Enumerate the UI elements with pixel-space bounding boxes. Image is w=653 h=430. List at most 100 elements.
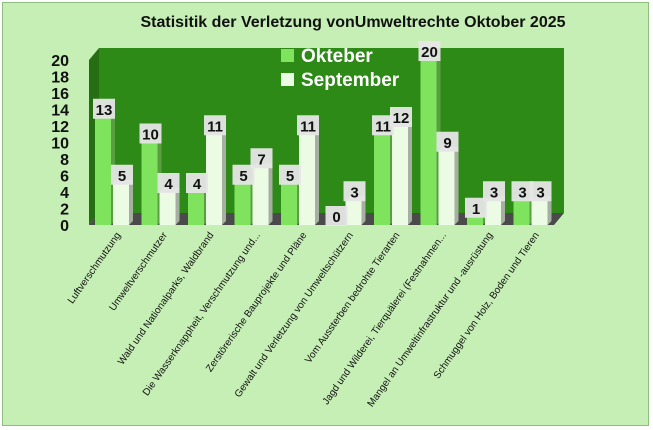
- bar: [281, 179, 301, 225]
- x-tick-label: Zerstörerische Bauprojekte und Pläne: [204, 230, 310, 374]
- bar-front: [467, 216, 483, 225]
- y-tick-label: 0: [60, 218, 69, 235]
- bar-front: [281, 183, 297, 225]
- data-label-box: [511, 181, 534, 202]
- bar-side: [361, 196, 366, 225]
- data-label-box: [232, 164, 255, 185]
- bar-front: [420, 60, 437, 225]
- bar: [299, 130, 319, 225]
- bar-front: [438, 150, 455, 225]
- data-label: 5: [286, 168, 294, 185]
- data-label: 5: [118, 168, 126, 185]
- bar-front: [374, 134, 390, 225]
- bar-side: [547, 196, 552, 225]
- data-label-box: [529, 181, 552, 202]
- data-label-box: [436, 131, 459, 152]
- bars: [95, 56, 552, 225]
- bar-side: [129, 179, 133, 225]
- bar-front: [141, 142, 158, 225]
- data-label-box: [390, 107, 412, 127]
- data-label: 3: [350, 184, 358, 201]
- bar: [113, 179, 133, 225]
- chart-frame: Statisitik der Verletzung vonUmweltrecht…: [2, 2, 649, 426]
- data-label-box: [418, 41, 441, 61]
- data-label: 4: [193, 176, 202, 193]
- x-tick-label: Wald und Nationalparks, Waldbrand: [116, 230, 216, 367]
- bar: [438, 146, 459, 225]
- bar-front: [95, 117, 111, 225]
- data-label: 10: [142, 127, 159, 144]
- y-tick-label: 4: [60, 185, 69, 202]
- data-label-box: [325, 206, 348, 226]
- x-tick-label: Vom Aussterben bedrohte Tierarten: [303, 230, 402, 365]
- bar-front: [513, 200, 530, 225]
- data-label-box: [93, 98, 115, 119]
- data-label-box: [250, 148, 273, 169]
- bar: [188, 188, 208, 225]
- bar-side: [222, 130, 226, 225]
- data-label-box: [279, 164, 301, 185]
- data-label-box: [465, 197, 487, 218]
- bar-side: [501, 196, 505, 225]
- bar: [159, 188, 180, 225]
- legend: Okteber September: [281, 46, 400, 91]
- data-label: 4: [164, 176, 173, 193]
- y-tick-label: 6: [60, 169, 69, 186]
- bar-front: [234, 183, 251, 225]
- bar: [392, 122, 412, 225]
- bar-front: [252, 167, 269, 225]
- y-tick-label: 2: [60, 202, 69, 219]
- bar-front: [188, 192, 204, 225]
- y-tick-label: 8: [60, 152, 69, 169]
- legend-swatch: [281, 73, 294, 86]
- legend-swatch: [281, 49, 294, 62]
- data-label: 3: [490, 184, 498, 201]
- data-label-box: [372, 115, 394, 136]
- x-tick-label: Schmuggel von Holz, Boden und Tieren: [432, 230, 542, 381]
- x-axis-ticks: LuftverschmutzungUmweltverschmutzerWald …: [66, 230, 542, 409]
- data-label-box: [483, 181, 505, 202]
- bar-front: [159, 192, 176, 225]
- bar-front: [531, 200, 548, 225]
- data-label-box: [157, 173, 180, 193]
- chart-title: Statisitik der Verletzung vonUmweltrecht…: [140, 14, 565, 31]
- y-tick-label: 16: [51, 86, 69, 103]
- chart-canvas: Statisitik der Verletzung vonUmweltrecht…: [51, 14, 565, 409]
- bar-front: [485, 200, 501, 225]
- legend-label: Okteber: [301, 46, 373, 67]
- bar-front: [392, 126, 408, 225]
- bar: [206, 130, 226, 225]
- data-label: 11: [300, 118, 316, 135]
- bar: [252, 163, 273, 225]
- data-label: 12: [393, 110, 410, 127]
- data-label: 3: [518, 184, 526, 201]
- data-label: 11: [207, 118, 223, 135]
- data-label: 13: [96, 102, 113, 119]
- bar: [234, 179, 255, 225]
- bar-front: [113, 183, 129, 225]
- bar-side: [315, 130, 319, 225]
- y-tick-label: 10: [51, 136, 69, 153]
- data-label-box: [139, 123, 162, 144]
- y-tick-label: 20: [51, 53, 69, 70]
- y-tick-label: 12: [51, 119, 69, 136]
- data-label: 1: [472, 201, 480, 218]
- data-label-box: [343, 181, 366, 202]
- bar-side: [408, 122, 412, 225]
- bar-front: [299, 134, 315, 225]
- bar: [374, 130, 394, 225]
- data-label: 0: [332, 209, 340, 226]
- data-label-box: [297, 115, 319, 136]
- data-label: 9: [443, 135, 451, 152]
- bar-front: [206, 134, 222, 225]
- y-tick-label: 14: [51, 103, 69, 120]
- data-label-box: [204, 115, 226, 136]
- data-label: 7: [257, 151, 265, 168]
- bar-side: [268, 163, 273, 225]
- data-label: 11: [375, 118, 391, 135]
- bar-side: [454, 146, 459, 225]
- data-label-box: [186, 173, 208, 193]
- y-tick-label: 18: [51, 70, 69, 87]
